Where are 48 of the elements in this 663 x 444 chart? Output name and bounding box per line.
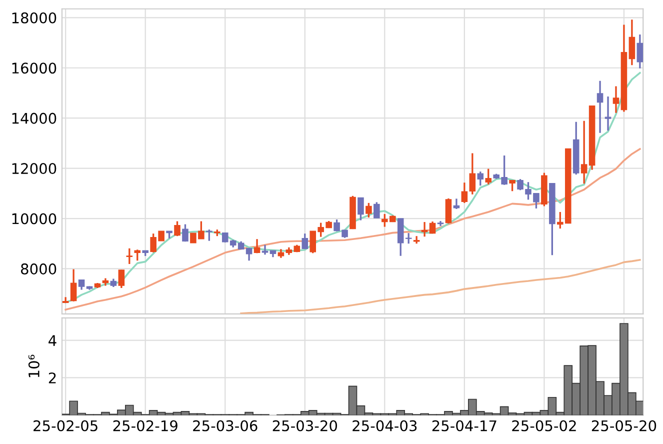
- candlestick: [421, 221, 428, 238]
- candlestick: [78, 279, 85, 291]
- candlestick: [461, 182, 468, 204]
- candlestick: [70, 268, 77, 302]
- y-tick-label: 16000: [12, 62, 56, 74]
- candlestick: [580, 120, 588, 184]
- x-tick-label: 25-03-20: [272, 420, 338, 432]
- y-tick-label: 10000: [12, 213, 56, 224]
- line-series: [64, 148, 641, 311]
- line-series: [240, 259, 641, 314]
- candlestick: [374, 201, 380, 219]
- candlestick: [604, 96, 612, 132]
- y-tick-label: 14000: [12, 112, 56, 124]
- candlestick: [358, 196, 364, 222]
- candlestick: [612, 85, 620, 114]
- y-tick-label: 8000: [21, 263, 56, 274]
- candlestick: [182, 223, 188, 242]
- candlestick: [174, 220, 180, 237]
- candlestick: [596, 80, 604, 134]
- x-tick-label: 25-05-20: [592, 420, 656, 432]
- x-tick-label: 25-05-02: [512, 420, 576, 432]
- candlestick: [246, 247, 252, 262]
- candlestick: [485, 168, 492, 186]
- candlestick: [636, 34, 644, 70]
- x-tick-label: 25-03-06: [193, 420, 258, 432]
- candlestick: [206, 228, 212, 242]
- candlestick: [254, 238, 260, 254]
- x-tick-label: 25-02-19: [113, 420, 178, 432]
- candlestick: [118, 268, 125, 289]
- candlestick: [477, 170, 484, 186]
- y-tick-label: 18000: [12, 12, 56, 24]
- candlestick: [453, 198, 460, 210]
- y-tick-label: 2: [48, 372, 56, 384]
- y-tick-label: 4: [48, 335, 56, 346]
- candlestick: [302, 232, 308, 250]
- candlestick: [509, 179, 516, 192]
- candlestick: [126, 248, 133, 265]
- x-tick-label: 25-02-05: [34, 420, 98, 432]
- candlestick: [366, 202, 372, 218]
- candlestick: [429, 220, 436, 234]
- y-tick-label: 12000: [12, 163, 56, 174]
- y-axis-title: 10⁶: [28, 354, 40, 378]
- x-tick-label: 25-04-03: [352, 420, 417, 432]
- candlestick: [469, 152, 476, 196]
- candlestick: [445, 198, 452, 224]
- x-tick-label: 25-04-17: [432, 420, 496, 432]
- candlestick: [134, 248, 141, 262]
- candlestick: [628, 18, 636, 66]
